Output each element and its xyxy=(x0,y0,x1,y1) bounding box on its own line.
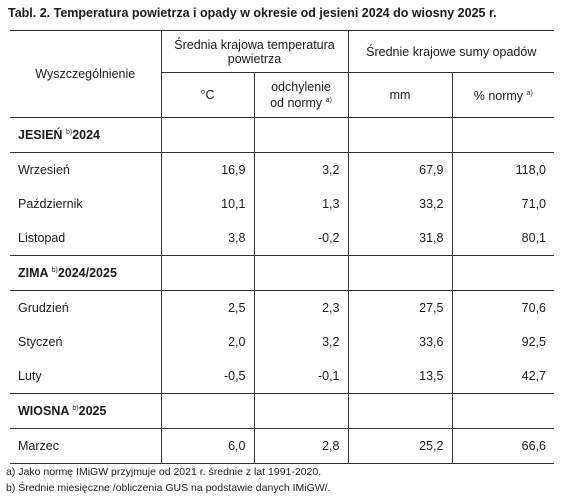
precipitation-percent-cell: 66,6 xyxy=(451,428,555,464)
temperature-cell: 2,0 xyxy=(160,325,254,359)
precipitation-percent-cell: 80,1 xyxy=(451,221,555,256)
temperature-deviation-cell: 2,8 xyxy=(253,428,348,464)
precipitation-group-header: Średnie krajowe sumy opadów xyxy=(347,30,555,73)
temperature-deviation-cell: -0,1 xyxy=(253,359,348,394)
data-table: Wyszczególnienie Średnia krajowa tempera… xyxy=(10,30,555,464)
precipitation-mm-cell: 33,2 xyxy=(347,187,452,221)
temperature-group-header: Średnia krajowa temperatura powietrza xyxy=(160,30,348,73)
table-title: Tabl. 2. Temperatura powietrza i opady w… xyxy=(8,6,497,20)
temperature-deviation-cell: -0,2 xyxy=(253,221,348,256)
temperature-cell: 2,5 xyxy=(160,290,254,325)
section-empty-cell xyxy=(347,117,452,153)
section-empty-cell xyxy=(347,393,452,429)
precipitation-mm-cell: 25,2 xyxy=(347,428,452,464)
table-row: Listopad 3,8 -0,2 31,8 80,1 xyxy=(10,221,555,256)
temperature-deviation-cell: 2,3 xyxy=(253,290,348,325)
temperature-cell: 6,0 xyxy=(160,428,254,464)
precipitation-mm-cell: 33,6 xyxy=(347,325,452,359)
section-empty-cell xyxy=(253,255,348,291)
section-empty-cell xyxy=(347,255,452,291)
temperature-deviation-cell: 3,2 xyxy=(253,152,348,187)
table-row: Wrzesień 16,9 3,2 67,9 118,0 xyxy=(10,152,555,187)
section-row: JESIEŃ b)2024 xyxy=(10,117,555,153)
temp-deviation-column-header: odchylenie od normy a) xyxy=(253,72,348,118)
temperature-cell: 10,1 xyxy=(160,187,254,221)
month-label: Styczeń xyxy=(18,335,63,349)
table-row: Luty -0,5 -0,1 13,5 42,7 xyxy=(10,359,555,394)
footnotes: a) Jako normę IMiGW przyjmuje od 2021 r.… xyxy=(6,464,330,496)
precipitation-percent-cell: 92,5 xyxy=(451,325,555,359)
precipitation-percent-cell: 118,0 xyxy=(451,152,555,187)
precipitation-mm-cell: 13,5 xyxy=(347,359,452,394)
table-row: Marzec 6,0 2,8 25,2 66,6 xyxy=(10,428,555,464)
footnote-b: b) Średnie miesięczne /obliczenia GUS na… xyxy=(6,482,331,494)
mm-column-header: mm xyxy=(347,72,452,118)
table-row: Styczeń 2,0 3,2 33,6 92,5 xyxy=(10,325,555,359)
temperature-cell: 3,8 xyxy=(160,221,254,256)
table-row: Grudzień 2,5 2,3 27,5 70,6 xyxy=(10,290,555,325)
section-empty-cell xyxy=(451,117,555,153)
section-label: ZIMA b)2024/2025 xyxy=(10,255,161,291)
section-empty-cell xyxy=(253,393,348,429)
section-label: JESIEŃ b)2024 xyxy=(10,117,161,153)
footnote-a: a) Jako normę IMiGW przyjmuje od 2021 r.… xyxy=(6,466,322,478)
percent-norm-column-header: % normy a) xyxy=(451,72,555,118)
temperature-cell: 16,9 xyxy=(160,152,254,187)
temperature-cell: -0,5 xyxy=(160,359,254,394)
month-label: Październik xyxy=(18,197,83,211)
section-empty-cell xyxy=(160,117,254,153)
section-row: WIOSNA b)2025 xyxy=(10,393,555,429)
month-label: Grudzień xyxy=(18,301,69,315)
stub-header: Wyszczególnienie xyxy=(10,30,161,118)
temperature-deviation-cell: 3,2 xyxy=(253,325,348,359)
precipitation-mm-cell: 27,5 xyxy=(347,290,452,325)
precipitation-percent-cell: 42,7 xyxy=(451,359,555,394)
section-row: ZIMA b)2024/2025 xyxy=(10,255,555,291)
precipitation-percent-cell: 70,6 xyxy=(451,290,555,325)
month-label: Luty xyxy=(10,359,161,394)
precipitation-percent-cell: 71,0 xyxy=(451,187,555,221)
month-label: Marzec xyxy=(10,428,161,464)
precipitation-mm-cell: 31,8 xyxy=(347,221,452,256)
temp-column-header: °C xyxy=(160,72,254,118)
section-empty-cell xyxy=(160,255,254,291)
temperature-deviation-cell: 1,3 xyxy=(253,187,348,221)
section-empty-cell xyxy=(253,117,348,153)
section-empty-cell xyxy=(451,393,555,429)
section-empty-cell xyxy=(451,255,555,291)
month-label: Listopad xyxy=(10,221,161,256)
precipitation-mm-cell: 67,9 xyxy=(347,152,452,187)
section-label: WIOSNA b)2025 xyxy=(10,393,161,429)
table-row: Październik 10,1 1,3 33,2 71,0 xyxy=(10,187,555,221)
month-label: Wrzesień xyxy=(18,163,70,177)
section-empty-cell xyxy=(160,393,254,429)
